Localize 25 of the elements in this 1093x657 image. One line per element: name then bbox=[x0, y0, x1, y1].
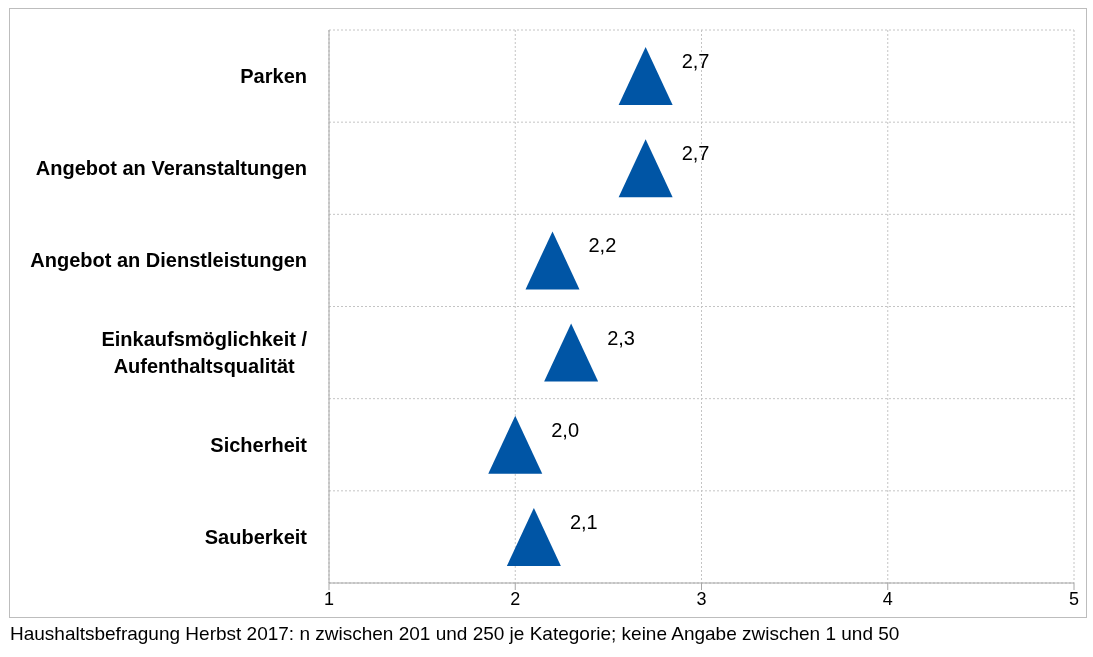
y-tick-label: Sicherheit bbox=[210, 433, 308, 456]
point bbox=[506, 507, 561, 566]
x-tick-label: 2 bbox=[510, 588, 521, 609]
y-tick-label: Angebot an Dienstleistungen bbox=[30, 249, 307, 272]
point bbox=[544, 323, 599, 382]
point bbox=[525, 231, 580, 290]
y-tick-label: Parken bbox=[240, 65, 307, 88]
data-label: 2,1 bbox=[569, 510, 598, 533]
data-label: 2,7 bbox=[681, 50, 710, 73]
data-label: 2,3 bbox=[607, 326, 635, 349]
data-label: 2,7 bbox=[681, 142, 710, 165]
y-tick-label: Angebot an Veranstaltungen bbox=[35, 157, 307, 180]
x-tick-label: 5 bbox=[1068, 588, 1080, 609]
data-label: 2,2 bbox=[588, 234, 617, 257]
text: Haushaltsbefragung Herbst 2017: n zwischen 201 und 250 je Kategorie; keine Angabe zwischen 1 und 50 bbox=[10, 623, 901, 645]
point bbox=[618, 139, 673, 198]
point bbox=[618, 47, 673, 106]
data-label: 2,0 bbox=[551, 418, 580, 441]
x-tick-label: 3 bbox=[696, 588, 707, 609]
chart-frame: 1 2 3 4 5 Parken Angebot an Veranstaltungen Angebot an Dienstleistungen Einkaufsmöglichkeit / Aufenthaltsqualität Sicherheit Sauberkeit 2,7 2,7 2,2 2,3 2,0 2,1 bbox=[9, 8, 1087, 618]
x-tick-label: 4 bbox=[882, 588, 893, 609]
point bbox=[488, 415, 543, 474]
x-tick-label: 1 bbox=[323, 588, 335, 609]
y-tick-label: Einkaufsmöglichkeit / Aufenthaltsqualität bbox=[101, 328, 308, 378]
y-tick-label: Sauberkeit bbox=[204, 525, 308, 548]
